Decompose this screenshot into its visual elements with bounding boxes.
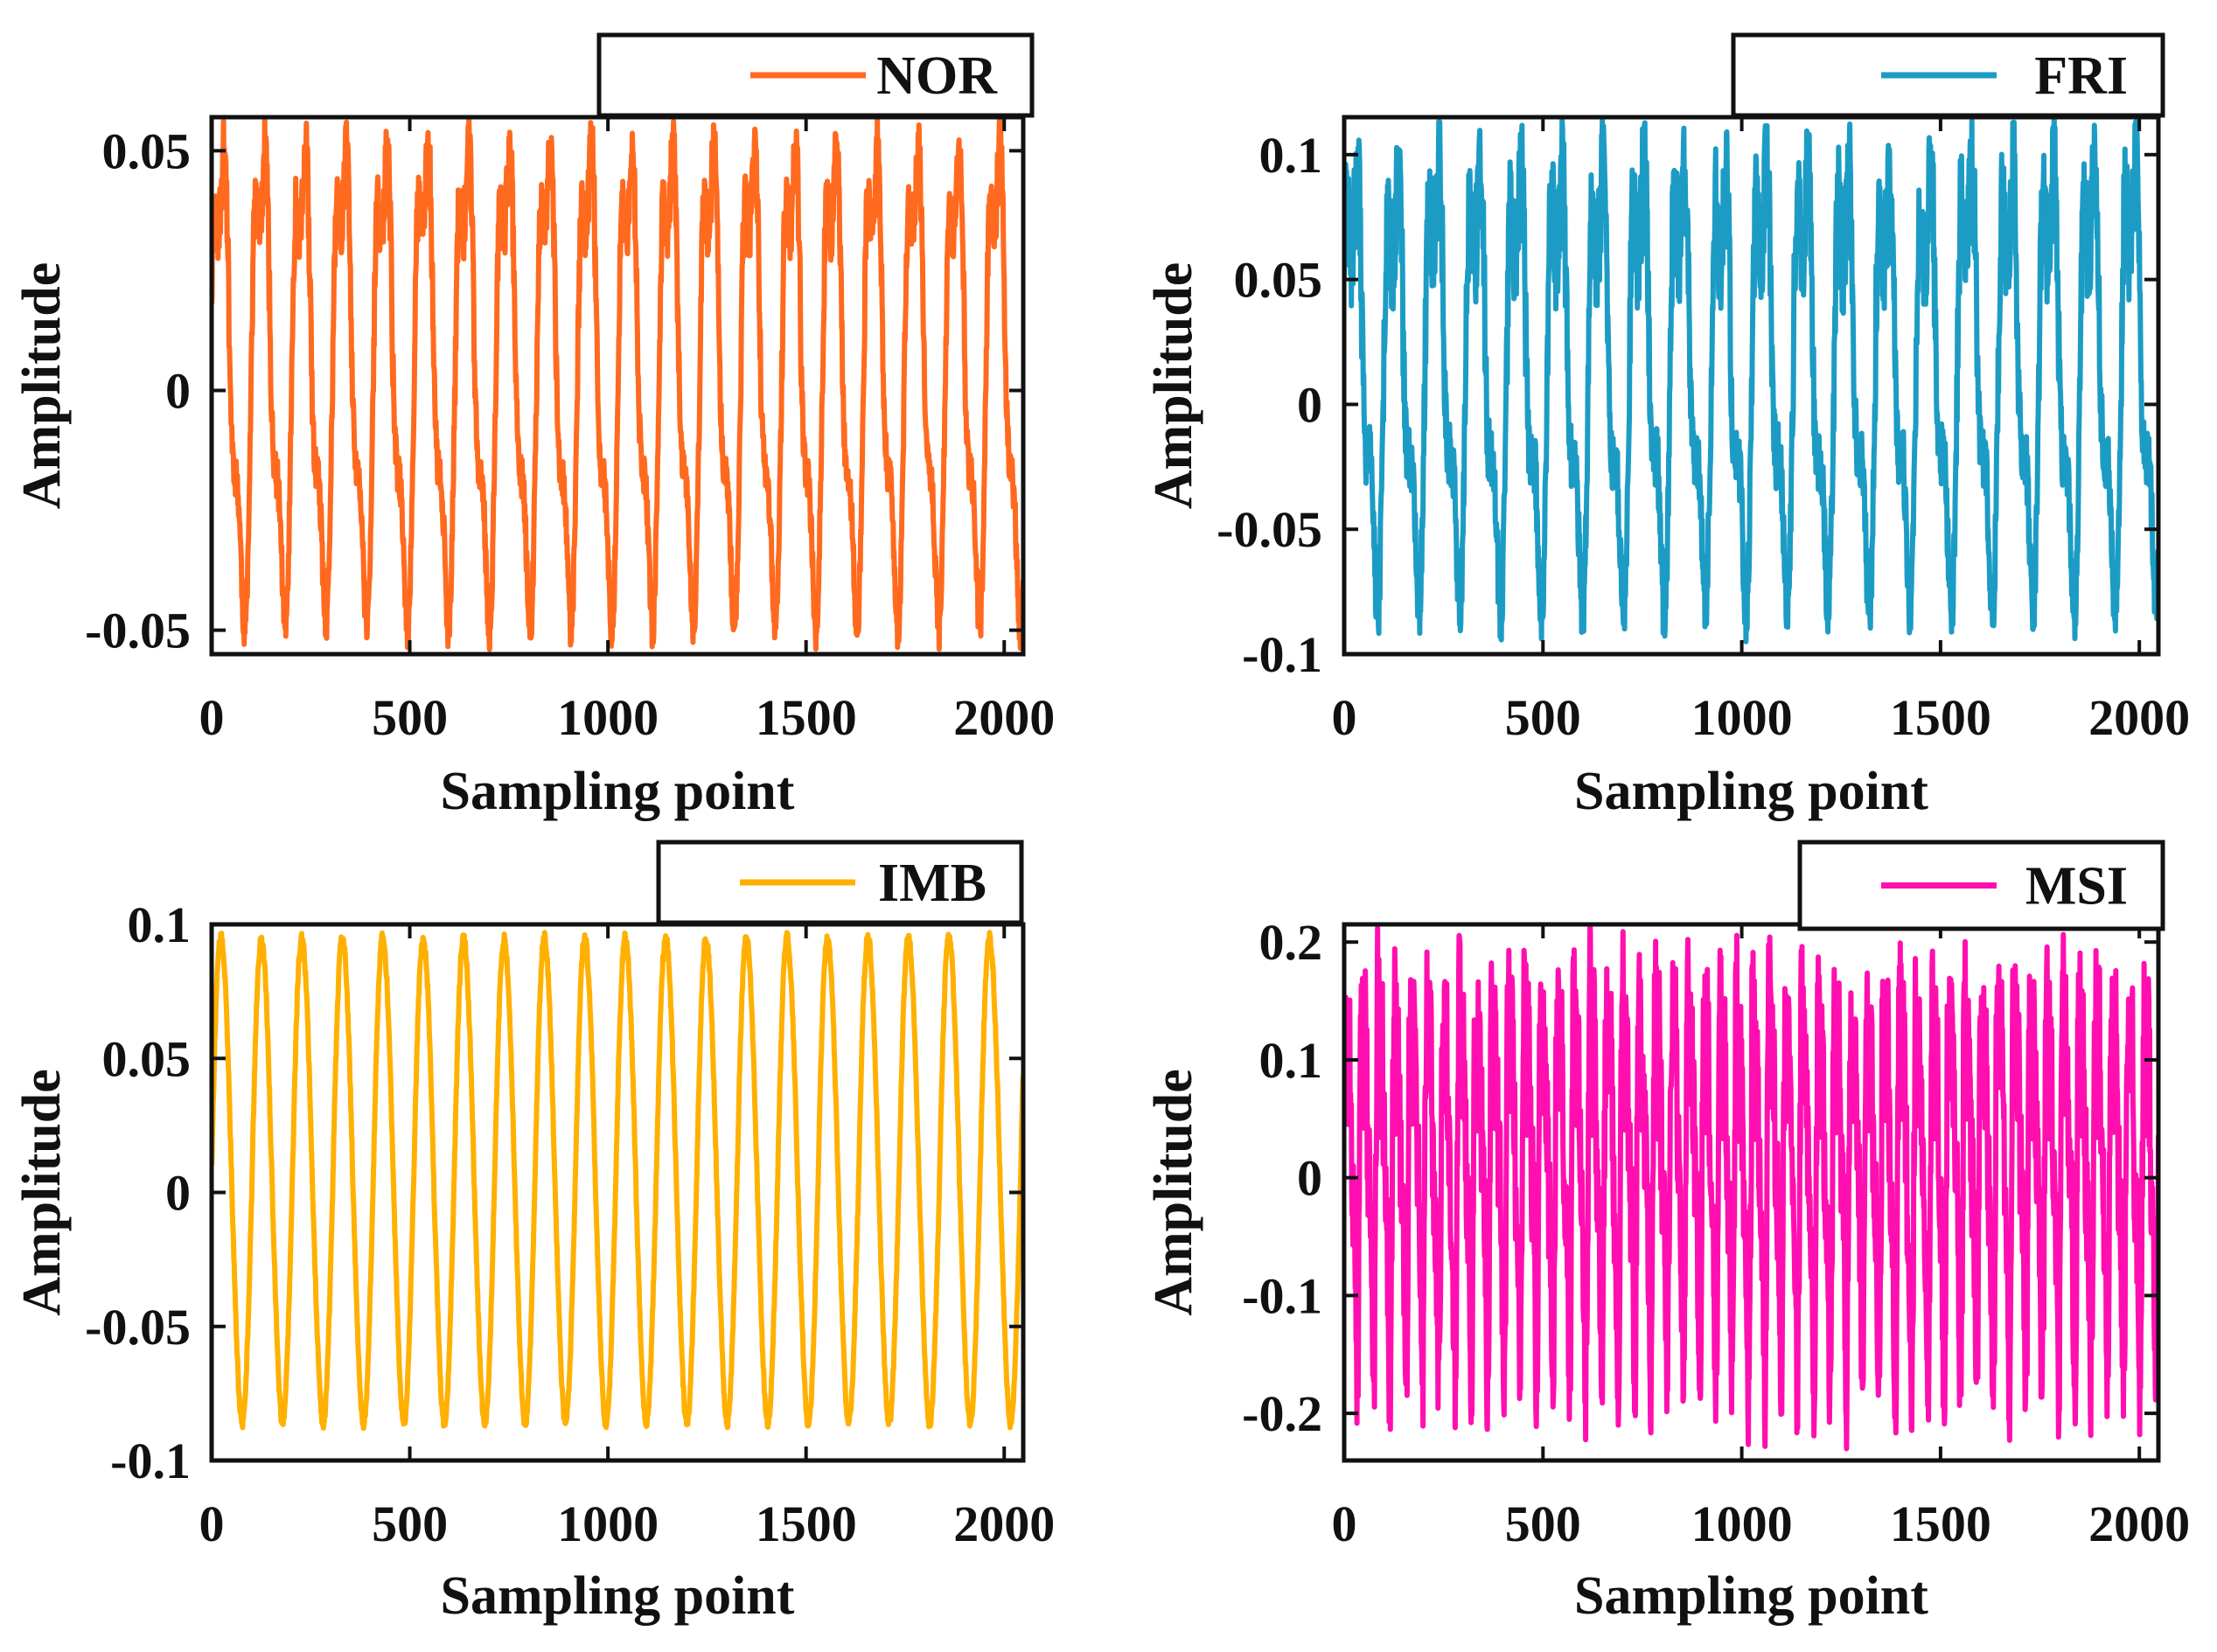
x-axis-label: Sampling point: [1574, 762, 1928, 821]
x-tick-label: 2000: [2088, 1495, 2190, 1552]
x-axis-label: Sampling point: [441, 1566, 795, 1626]
legend-label: IMB: [878, 854, 986, 913]
y-tick-label: -0.1: [1242, 626, 1322, 683]
legend-label: MSI: [2025, 857, 2128, 917]
y-tick-label: 0: [165, 1165, 191, 1222]
x-tick-label: 1500: [756, 1495, 857, 1552]
y-tick-label: 0: [165, 362, 191, 419]
x-tick-label: 500: [1505, 1495, 1581, 1552]
legend-label: FRI: [2034, 46, 2128, 106]
chart-panel-imb: 0 500 1000 1500 2000 -0.1 -0.05 0 0.05 0.1 Samplin…: [12, 840, 1055, 1626]
x-tick-label: 1000: [1691, 689, 1793, 746]
x-tick-label: 0: [1332, 1495, 1357, 1552]
y-axis-label: Amplitude: [1144, 262, 1203, 509]
y-tick-label: 0.1: [1259, 127, 1323, 184]
x-tick-label: 2000: [953, 1495, 1055, 1552]
x-tick-label: 500: [1505, 689, 1581, 746]
x-tick-label: 2000: [2088, 689, 2190, 746]
x-axis-label: Sampling point: [441, 762, 795, 821]
x-tick-label: 1500: [756, 689, 857, 746]
series-line-fri: [1344, 117, 2158, 645]
x-tick-label: 0: [199, 689, 225, 746]
legend-label: NOR: [876, 46, 998, 106]
y-axis-label: Amplitude: [12, 262, 72, 509]
series-line-msi: [1344, 924, 2158, 1452]
x-tick-label: 1000: [557, 689, 659, 746]
chart-panel-fri: 0 500 1000 1500 2000 -0.1 -0.05 0 0.05 0.1 Samplin…: [1144, 32, 2190, 821]
x-tick-label: 500: [372, 1495, 448, 1552]
x-tick-label: 1000: [1691, 1495, 1793, 1552]
y-tick-label: -0.05: [85, 1299, 191, 1356]
x-tick-label: 2000: [953, 689, 1055, 746]
y-tick-label: 0.1: [1259, 1032, 1323, 1089]
y-tick-label: 0.05: [102, 1030, 192, 1087]
y-tick-label: 0: [1297, 1150, 1322, 1207]
y-tick-label: 0.05: [1234, 252, 1323, 309]
x-tick-label: 1000: [557, 1495, 659, 1552]
axes-box: [1342, 922, 2161, 1463]
y-tick-label: -0.05: [1217, 501, 1322, 558]
x-tick-label: 0: [1332, 689, 1357, 746]
series-line-nor: [212, 117, 1023, 652]
chart-panel-msi: 0 500 1000 1500 2000 -0.2 -0.1 0 0.1 0.2 Sampling …: [1144, 840, 2190, 1626]
y-tick-label: 0.05: [102, 122, 192, 179]
y-tick-label: 0.1: [128, 896, 192, 953]
series-line-imb: [212, 930, 1023, 1432]
y-tick-label: -0.1: [1242, 1267, 1322, 1324]
y-tick-label: -0.05: [85, 603, 191, 659]
x-axis-label: Sampling point: [1574, 1566, 1928, 1626]
x-tick-label: 0: [199, 1495, 225, 1552]
y-tick-label: -0.1: [110, 1432, 191, 1489]
x-tick-label: 500: [372, 689, 448, 746]
x-tick-label: 1500: [1890, 1495, 1991, 1552]
y-tick-label: 0: [1297, 376, 1322, 433]
y-axis-label: Amplitude: [12, 1069, 72, 1315]
y-tick-label: 0.2: [1259, 914, 1323, 971]
x-tick-label: 1500: [1890, 689, 1991, 746]
y-axis-label: Amplitude: [1144, 1069, 1203, 1315]
y-tick-label: -0.2: [1242, 1385, 1322, 1442]
